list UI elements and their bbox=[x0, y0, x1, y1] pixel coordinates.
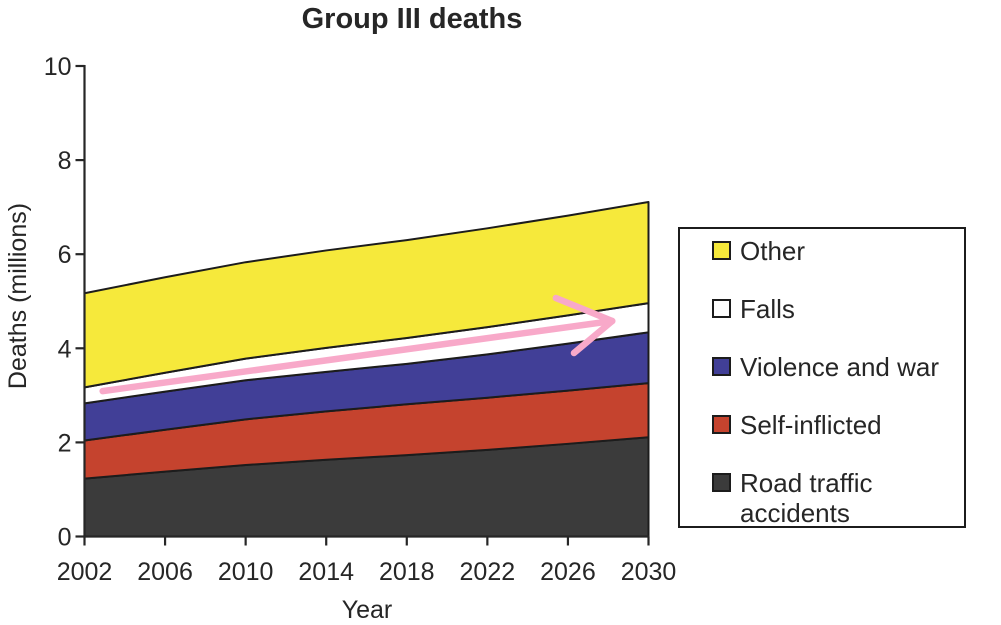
x-axis-title: Year bbox=[341, 596, 393, 624]
chart-title: Group III deaths bbox=[301, 3, 523, 35]
x-tick-label: 2010 bbox=[218, 558, 274, 586]
area-other bbox=[83, 200, 650, 389]
legend-swatch-self-inflicted bbox=[712, 415, 731, 434]
legend-label-falls: Falls bbox=[740, 294, 795, 324]
y-tick-label: 4 bbox=[58, 335, 72, 363]
tick-labels: 0 2 4 6 8 10 2002 2006 2010 2014 2018 2022 2026 2030 bbox=[44, 53, 677, 586]
trend-arrow bbox=[99, 294, 616, 395]
x-tick-label: 2022 bbox=[460, 558, 516, 586]
x-tick-label: 2006 bbox=[137, 558, 193, 586]
x-tick-label: 2014 bbox=[298, 558, 354, 586]
legend-item-self-inflicted: Self-inflicted bbox=[712, 410, 952, 440]
axes bbox=[75, 64, 650, 546]
legend-swatch-falls bbox=[712, 299, 731, 318]
legend-item-other: Other bbox=[712, 236, 952, 266]
y-tick-label: 2 bbox=[58, 429, 72, 457]
x-tick-label: 2026 bbox=[540, 558, 596, 586]
y-tick-label: 10 bbox=[44, 53, 72, 81]
y-tick-label: 0 bbox=[58, 524, 72, 552]
legend-item-violence-and-war: Violence and war bbox=[712, 352, 952, 382]
legend-swatch-road-traffic-accidents bbox=[712, 473, 731, 492]
y-tick-label: 6 bbox=[58, 241, 72, 269]
legend-item-falls: Falls bbox=[712, 294, 952, 324]
legend-item-road-traffic-accidents: Road traffic accidents bbox=[712, 468, 952, 528]
arrow-head bbox=[552, 294, 616, 357]
legend-label-self-inflicted: Self-inflicted bbox=[740, 410, 882, 440]
stacked-areas bbox=[83, 200, 650, 538]
legend-label-road-traffic-accidents: Road traffic accidents bbox=[740, 468, 873, 528]
x-tick-label: 2002 bbox=[57, 558, 113, 586]
x-tick-label: 2030 bbox=[621, 558, 677, 586]
legend-label-other: Other bbox=[740, 236, 806, 266]
legend-label-violence-and-war: Violence and war bbox=[740, 352, 939, 382]
legend-swatch-violence-and-war bbox=[712, 357, 731, 376]
legend-swatch-other bbox=[712, 241, 731, 260]
arrow-shaft bbox=[99, 317, 616, 395]
y-tick-label: 8 bbox=[58, 147, 72, 175]
x-tick-label: 2018 bbox=[379, 558, 435, 586]
legend: Other Falls Violence and war Self-inflicted… bbox=[678, 227, 966, 528]
